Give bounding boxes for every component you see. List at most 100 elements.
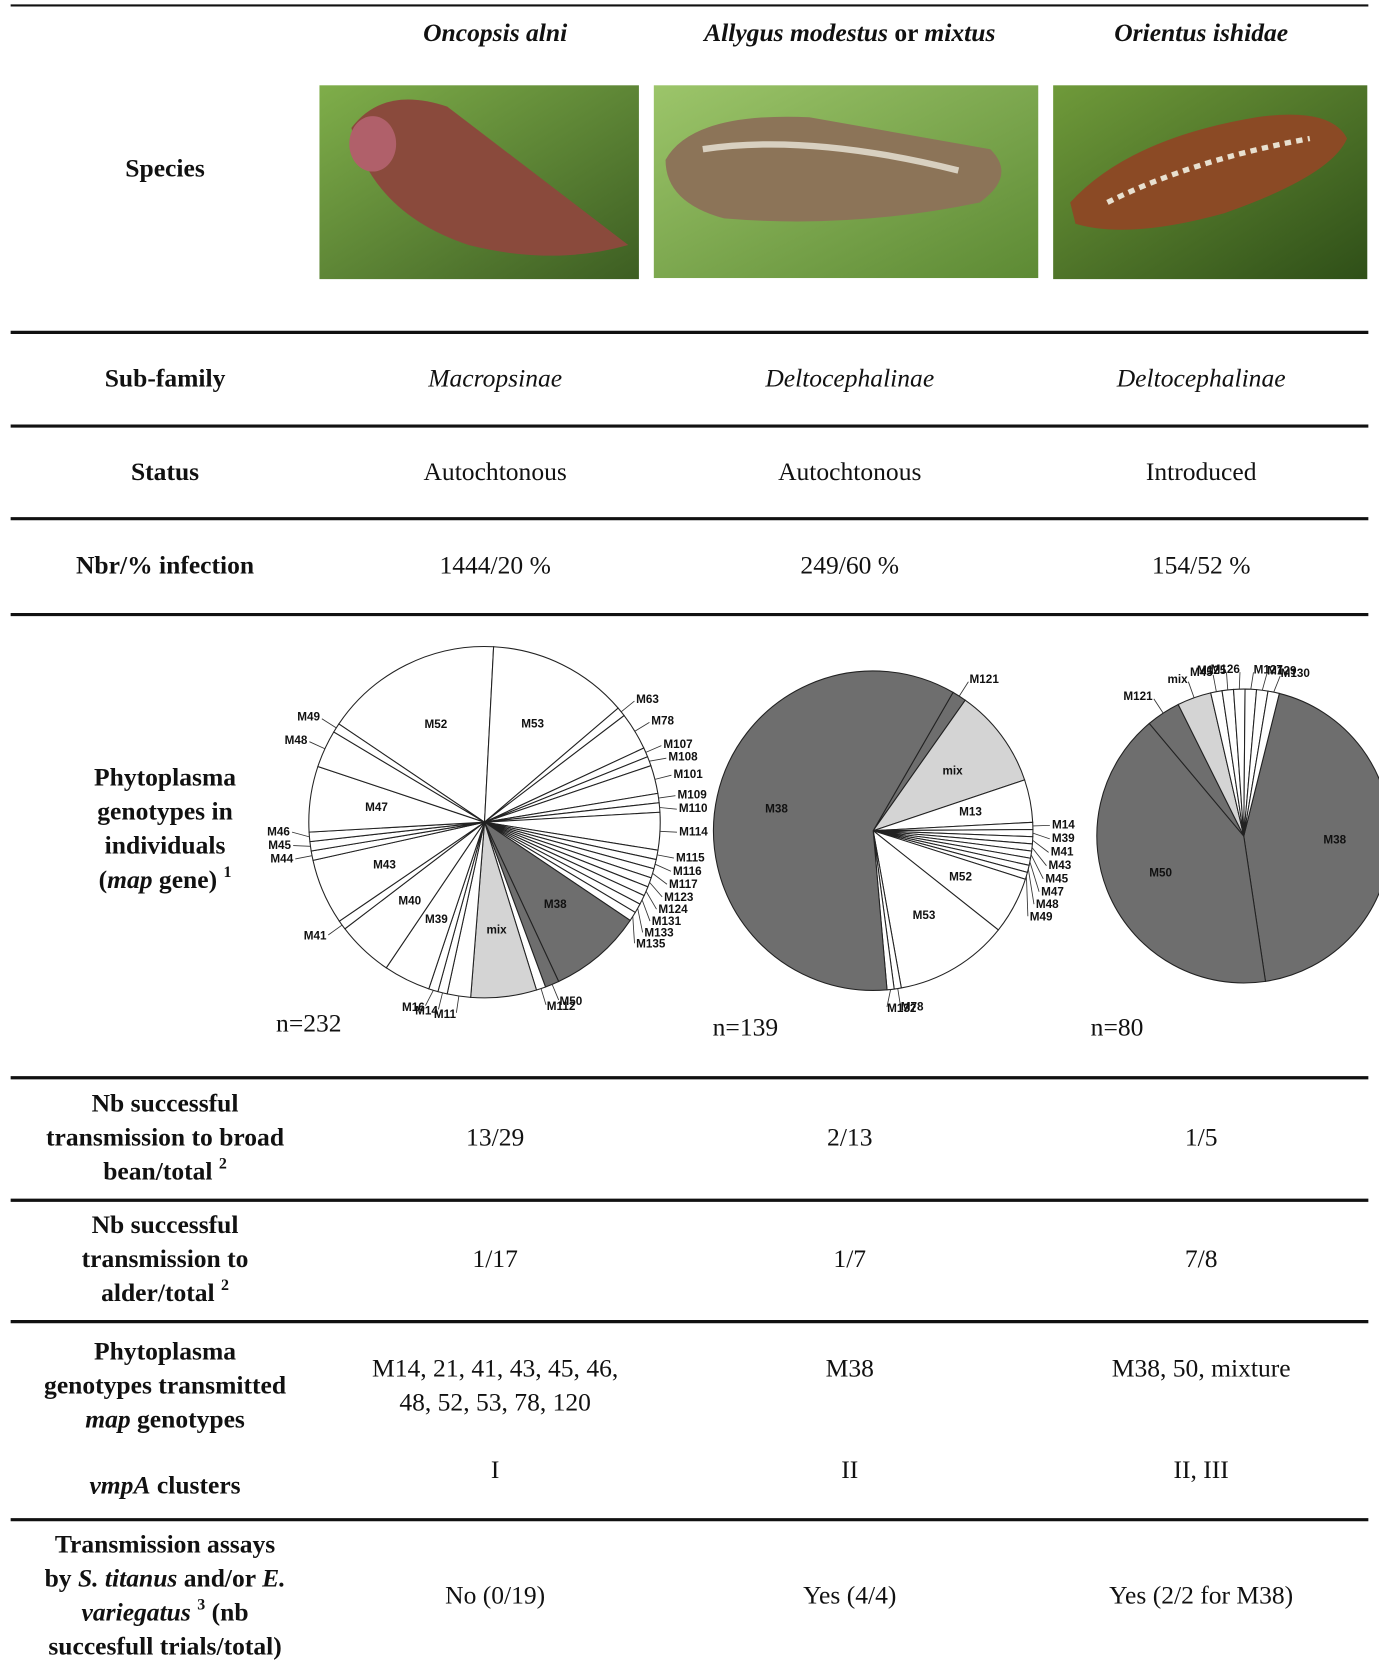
text-segment: Yes (4/4) (803, 1580, 896, 1609)
text-segment: variegatus (82, 1597, 191, 1626)
pie-label: M45 (1190, 666, 1213, 679)
cell-text: I (491, 1455, 500, 1484)
leader-line (1032, 832, 1050, 840)
text-segment: Nbr/% infection (76, 551, 254, 580)
text-segment: Yes (2/2 for M38) (1109, 1580, 1293, 1609)
leader-line (291, 831, 310, 838)
pie-label: M44 (270, 852, 293, 865)
pie-label: M43 (1049, 859, 1072, 872)
pie-label: M126 (1211, 663, 1241, 676)
column-header: Oncopsis alni (423, 18, 567, 47)
row-label: alder/total 2 (101, 1277, 229, 1307)
cell-text: Macropsinae (427, 363, 562, 392)
pie-label: M49 (1030, 910, 1053, 923)
leader-line (295, 855, 313, 860)
cell-text: Deltocephalinae (1116, 363, 1286, 392)
row-label: variegatus 3 (nb (82, 1597, 249, 1627)
text-segment: genotypes transmitted (44, 1370, 286, 1399)
pie-slice (338, 645, 495, 824)
leader-line (620, 700, 635, 713)
text-segment: M14, 21, 41, 43, 45, 46, (372, 1353, 618, 1382)
text-segment: (nb (205, 1597, 248, 1626)
cell-text: 7/8 (1185, 1244, 1218, 1273)
text-segment: vmpA (89, 1471, 150, 1500)
text-segment: transmission to (82, 1244, 249, 1273)
text-segment: and/or (177, 1563, 262, 1592)
cell-text: II (841, 1455, 858, 1484)
pie-label: M132 (887, 1002, 917, 1015)
pie-slice (1096, 722, 1267, 984)
cell-text: 1/17 (472, 1244, 518, 1273)
text-segment: II, III (1174, 1455, 1229, 1484)
row-label: Transmission assays (55, 1529, 275, 1558)
pie-label: M49 (297, 711, 320, 724)
photo-orientus (1053, 85, 1368, 280)
text-segment: by (45, 1563, 78, 1592)
pie-label: M135 (636, 938, 666, 951)
row-label: Phytoplasma (94, 1336, 236, 1365)
cell-text: 13/29 (466, 1122, 524, 1151)
cell-text: Introduced (1146, 457, 1257, 486)
cell-text: 1/7 (833, 1244, 866, 1273)
pie-slice (872, 829, 1000, 989)
text-segment: 1444/20 % (439, 551, 550, 580)
text-segment: No (0/19) (445, 1580, 545, 1609)
text-segment: 13/29 (466, 1122, 524, 1151)
text-segment: Autochtonous (778, 457, 921, 486)
text-segment: M38, 50, mixture (1112, 1353, 1291, 1382)
pie-label: M116 (673, 865, 702, 878)
cell-text: II, III (1174, 1455, 1229, 1484)
text-segment: alder/total (101, 1278, 221, 1307)
text-segment: E. (261, 1563, 285, 1592)
cell-text: Autochtonous (423, 457, 566, 486)
pie-label: M127 (1254, 663, 1283, 676)
cell-text: M14, 21, 41, 43, 45, 46, (372, 1353, 618, 1382)
text-segment: transmission to broad (46, 1122, 284, 1151)
leader-line (886, 989, 892, 1008)
pie-label: M115 (676, 852, 705, 865)
text-segment: 7/8 (1185, 1244, 1218, 1273)
row-label: Status (131, 457, 199, 486)
pie-label: mix (486, 924, 507, 937)
leader-line (1250, 672, 1254, 690)
pie-label: M38 (1323, 833, 1346, 846)
text-segment: Orientus ishidae (1114, 18, 1288, 47)
leader-line (551, 984, 560, 1001)
pie-label: M13 (959, 805, 982, 818)
photo-oncopsis (319, 85, 639, 280)
row-label: Phytoplasma (94, 762, 236, 791)
leader-line (1027, 868, 1035, 905)
text-segment: genotypes (131, 1405, 245, 1434)
pie-label: M108 (668, 751, 698, 764)
pie-label: M121 (1123, 690, 1153, 703)
leader-line (1029, 861, 1040, 892)
row-label: Sub-family (105, 363, 226, 392)
leader-line (649, 757, 667, 762)
pie-label: M123 (664, 891, 694, 904)
leader-line (1032, 839, 1049, 853)
leader-line (1226, 672, 1229, 690)
pie-label: M114 (679, 825, 708, 838)
row-label: bean/total 2 (103, 1156, 227, 1186)
cell-text: 249/60 % (800, 551, 899, 580)
pie-label: M43 (373, 859, 396, 872)
pie-slice (483, 820, 631, 983)
leader-line (1261, 673, 1268, 691)
text-segment: M38 (826, 1353, 874, 1382)
leader-line (657, 854, 674, 859)
text-segment: Status (131, 457, 199, 486)
leader-line (654, 863, 672, 872)
text-segment: I (491, 1455, 500, 1484)
text-segment: Introduced (1146, 457, 1257, 486)
leader-line (425, 990, 434, 1006)
row-label: vmpA clusters (89, 1471, 240, 1500)
leader-line (641, 899, 651, 922)
pie-label: M131 (652, 915, 682, 928)
row-label: individuals (105, 831, 226, 860)
leader-line (1187, 681, 1195, 698)
leader-line (659, 807, 677, 810)
pie-label: M133 (644, 927, 674, 940)
leader-line (634, 722, 650, 732)
leader-line (1153, 698, 1164, 714)
text-segment: 1/17 (472, 1244, 518, 1273)
